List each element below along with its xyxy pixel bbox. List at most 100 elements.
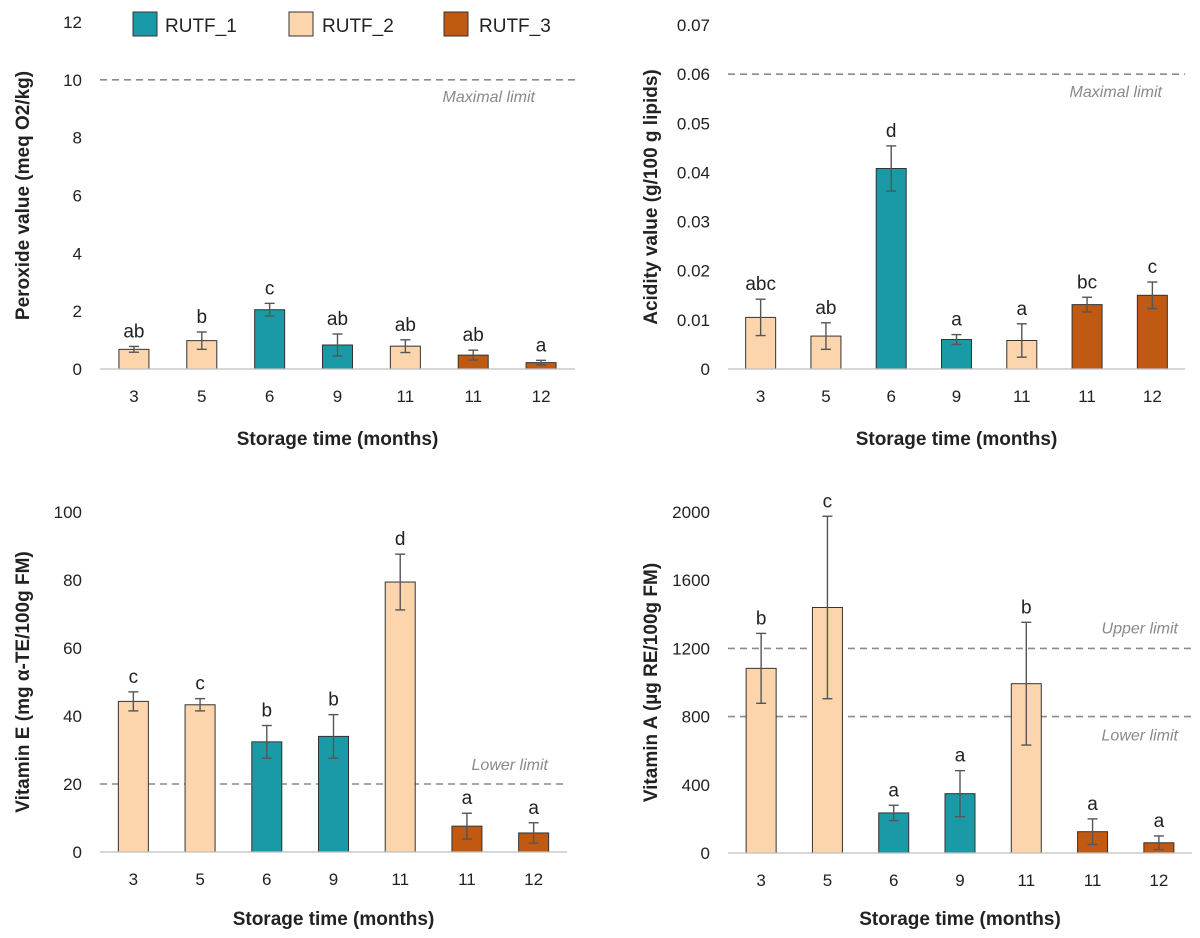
y-axis-title: Vitamin E (mg α-TE/100g FM) bbox=[13, 551, 34, 813]
y-tick-label: 10 bbox=[63, 71, 82, 90]
x-axis-title: Storage time (months) bbox=[237, 429, 439, 450]
significance-label: d bbox=[395, 529, 406, 550]
x-tick-label: 11 bbox=[1078, 387, 1096, 406]
y-axis-title: Peroxide value (meq O2/kg) bbox=[13, 71, 34, 320]
significance-label: c bbox=[265, 278, 275, 299]
bar bbox=[184, 704, 216, 853]
bar bbox=[1071, 304, 1103, 370]
significance-label: a bbox=[536, 335, 547, 356]
acidity-chart: 0 0.01 0.02 0.03 0.04 0.05 0.06 0.07 Maximal lim… bbox=[641, 16, 1185, 450]
significance-label: bc bbox=[1077, 272, 1097, 293]
y-tick-label: 0 bbox=[701, 360, 710, 379]
x-tick-label: 11 bbox=[1013, 387, 1031, 406]
significance-label: a bbox=[888, 780, 899, 801]
x-tick-label: 12 bbox=[1149, 871, 1168, 890]
significance-label: c bbox=[129, 667, 139, 688]
y-tick-label: 6 bbox=[73, 187, 82, 206]
legend-label-rutf3: RUTF_3 bbox=[479, 16, 551, 37]
x-tick-label: 12 bbox=[524, 870, 543, 889]
significance-label: ab bbox=[327, 309, 348, 330]
legend-swatch-rutf1 bbox=[132, 11, 158, 37]
y-tick-label: 20 bbox=[63, 775, 82, 794]
significance-label: b bbox=[261, 701, 272, 722]
y-tick-label: 2000 bbox=[672, 503, 710, 522]
limit-label: Upper limit bbox=[1102, 620, 1179, 637]
significance-label: a bbox=[955, 746, 966, 767]
bar bbox=[251, 741, 283, 853]
vitamin-a-chart: 0 400 800 1200 1600 2000 Upper limit Lower limi… bbox=[641, 491, 1192, 930]
y-tick-label: 0 bbox=[73, 843, 82, 862]
y-tick-label: 40 bbox=[63, 707, 82, 726]
y-axis-title: Vitamin A (µg RE/100g FM) bbox=[641, 563, 662, 802]
significance-label: c bbox=[1148, 257, 1158, 278]
limit-label: Lower limit bbox=[1102, 728, 1179, 745]
significance-label: c bbox=[195, 674, 205, 695]
x-tick-label: 6 bbox=[886, 387, 895, 406]
significance-label: abc bbox=[745, 274, 776, 295]
significance-label: b bbox=[756, 608, 767, 629]
x-tick-label: 12 bbox=[1143, 387, 1162, 406]
significance-label: b bbox=[196, 307, 207, 328]
significance-label: a bbox=[1087, 794, 1098, 815]
x-tick-label: 9 bbox=[329, 870, 338, 889]
y-tick-label: 80 bbox=[63, 571, 82, 590]
limit-label: Lower limit bbox=[472, 757, 549, 774]
legend-label-rutf2: RUTF_2 bbox=[322, 16, 394, 37]
limit-label: Maximal limit bbox=[1070, 84, 1163, 101]
x-tick-label: 5 bbox=[823, 871, 832, 890]
x-tick-label: 5 bbox=[195, 870, 204, 889]
vitamin-e-chart: 0 20 40 60 80 100 Lower limit c 3 c 5 b 6 b 9 d 11 a 11 a 12… bbox=[13, 503, 567, 930]
x-tick-label: 9 bbox=[955, 871, 964, 890]
y-tick-label: 0.01 bbox=[677, 311, 710, 330]
y-tick-label: 2 bbox=[73, 302, 82, 321]
x-axis-title: Storage time (months) bbox=[859, 909, 1061, 930]
x-tick-label: 5 bbox=[821, 387, 830, 406]
y-tick-label: 0 bbox=[701, 844, 710, 863]
significance-label: b bbox=[328, 690, 339, 711]
significance-label: a bbox=[528, 798, 539, 819]
x-tick-label: 5 bbox=[197, 387, 206, 406]
significance-label: ab bbox=[815, 298, 836, 319]
legend-swatch-rutf3 bbox=[443, 11, 469, 37]
x-tick-label: 9 bbox=[952, 387, 961, 406]
legend-swatch-rutf2 bbox=[288, 11, 314, 37]
y-tick-label: 400 bbox=[682, 776, 710, 795]
limit-label: Maximal limit bbox=[443, 89, 536, 106]
x-tick-label: 11 bbox=[464, 387, 482, 406]
significance-label: ab bbox=[463, 325, 484, 346]
x-axis-title: Storage time (months) bbox=[233, 909, 435, 930]
y-axis-title: Acidity value (g/100 g lipids) bbox=[641, 69, 662, 325]
legend-label-rutf1: RUTF_1 bbox=[165, 16, 237, 37]
x-tick-label: 6 bbox=[262, 870, 271, 889]
x-tick-label: 11 bbox=[397, 387, 415, 406]
y-tick-label: 1600 bbox=[672, 571, 710, 590]
y-tick-label: 4 bbox=[73, 244, 82, 263]
y-tick-label: 0.02 bbox=[677, 262, 710, 281]
y-tick-label: 0 bbox=[73, 360, 82, 379]
x-tick-label: 11 bbox=[391, 870, 409, 889]
significance-label: b bbox=[1021, 597, 1032, 618]
x-tick-label: 3 bbox=[756, 871, 765, 890]
y-tick-label: 8 bbox=[73, 129, 82, 148]
significance-label: ab bbox=[395, 315, 416, 336]
x-tick-label: 11 bbox=[458, 870, 476, 889]
significance-label: a bbox=[462, 788, 473, 809]
y-tick-label: 12 bbox=[63, 13, 82, 32]
x-tick-label: 6 bbox=[265, 387, 274, 406]
y-tick-label: 0.06 bbox=[677, 65, 710, 84]
x-tick-label: 3 bbox=[756, 387, 765, 406]
x-tick-label: 6 bbox=[889, 871, 898, 890]
y-tick-label: 0.03 bbox=[677, 213, 710, 232]
significance-label: ab bbox=[123, 321, 144, 342]
legend: RUTF_1 RUTF_2 RUTF_3 bbox=[132, 11, 551, 37]
peroxide-chart: 0 2 4 6 8 10 12 Maximal limit ab 3 b 5 c 6 ab 9 ab 11 ab 11… bbox=[13, 13, 575, 450]
significance-label: a bbox=[951, 310, 962, 331]
x-axis-title: Storage time (months) bbox=[856, 429, 1058, 450]
bar bbox=[254, 309, 286, 370]
bar bbox=[384, 581, 416, 853]
y-tick-label: 100 bbox=[54, 503, 82, 522]
x-tick-label: 11 bbox=[1017, 871, 1035, 890]
x-tick-label: 11 bbox=[1084, 871, 1102, 890]
x-tick-label: 9 bbox=[333, 387, 342, 406]
